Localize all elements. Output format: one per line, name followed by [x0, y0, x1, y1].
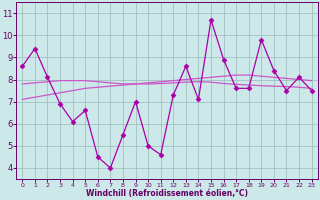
X-axis label: Windchill (Refroidissement éolien,°C): Windchill (Refroidissement éolien,°C): [86, 189, 248, 198]
